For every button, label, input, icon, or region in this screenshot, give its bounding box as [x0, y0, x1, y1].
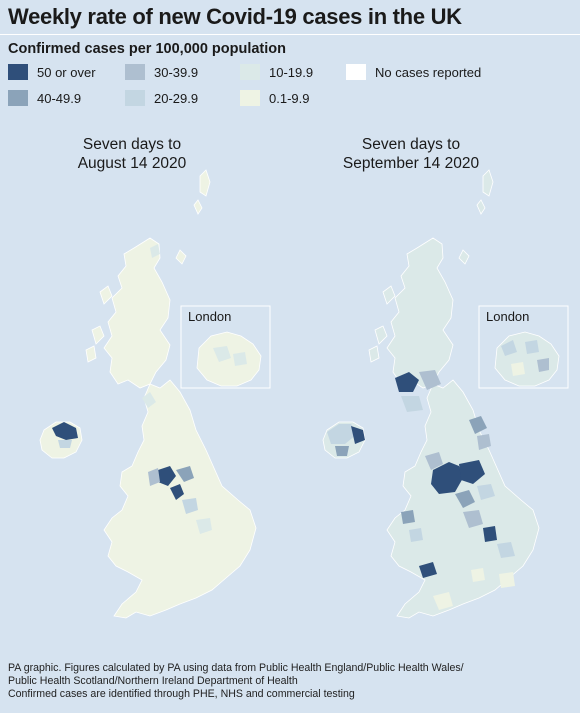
- legend-label: 50 or over: [37, 64, 96, 80]
- legend-swatch: [125, 90, 145, 106]
- region-ni-moderate: [327, 424, 357, 444]
- legend-label: 10-19.9: [269, 64, 314, 80]
- region-wales-moderate: [409, 528, 423, 542]
- london-inset-label-august: London: [188, 309, 232, 324]
- region-ne-moderate: [477, 434, 491, 450]
- footer-line: PA graphic. Figures calculated by PA usi…: [8, 662, 464, 674]
- region-ni-moderate: [58, 440, 72, 448]
- region-east-midlands: [477, 484, 495, 500]
- region-ni-high: [335, 446, 349, 456]
- london-inset-label-september: London: [486, 309, 530, 324]
- legend-label: 40-49.9: [37, 90, 82, 106]
- legend-label: 0.1-9.9: [269, 90, 310, 106]
- legend: 50 or over 40-49.9 30-39.9 20-29.9 10-19…: [8, 64, 568, 110]
- region-south-low: [471, 568, 485, 582]
- legend-item-50-plus: 50 or over: [8, 64, 96, 80]
- map-title-september: Seven days to September 14 2020: [301, 135, 521, 173]
- london-inset-frame: [478, 305, 569, 389]
- region-west-midlands: [463, 510, 483, 528]
- region-nw-hotspot: [158, 466, 176, 486]
- legend-swatch: [8, 90, 28, 106]
- legend-item-40-49: 40-49.9: [8, 90, 81, 106]
- map-title-date: August 14 2020: [77, 155, 187, 172]
- london-inset-map: [494, 331, 560, 387]
- legend-item-no-cases: No cases reported: [346, 64, 481, 80]
- region-yorks-hotspot: [459, 460, 485, 484]
- chart-title: Weekly rate of new Covid-19 cases in the…: [8, 4, 462, 29]
- legend-swatch: [240, 64, 260, 80]
- legend-title: Confirmed cases per 100,000 population: [8, 41, 287, 57]
- region-belfast-hotspot: [351, 426, 365, 444]
- legend-item-20-29: 20-29.9: [125, 90, 198, 106]
- region-nw-hotspot-2: [170, 484, 184, 500]
- region-lanarkshire: [401, 396, 423, 412]
- region-nw-hotspot: [431, 462, 463, 494]
- london-inset-frame: [180, 305, 271, 389]
- legend-label: No cases reported: [375, 64, 482, 80]
- region-nw-high: [148, 468, 160, 486]
- map-title-date: September 14 2020: [342, 155, 480, 172]
- region-wales-high: [401, 510, 415, 524]
- legend-swatch: [8, 64, 28, 80]
- region-glasgow-hotspot: [395, 372, 419, 392]
- region-scotland-low: [142, 392, 156, 408]
- legend-item-10-19: 10-19.9: [240, 64, 313, 80]
- region-east: [497, 542, 515, 558]
- region-south-wales-hotspot: [419, 562, 437, 578]
- legend-item-30-39: 30-39.9: [125, 64, 198, 80]
- map-title-line: Seven days to: [361, 136, 461, 153]
- legend-swatch: [346, 64, 366, 80]
- region-sw-low: [433, 592, 453, 610]
- region-se-low: [499, 572, 515, 588]
- legend-swatch: [240, 90, 260, 106]
- legend-swatch: [125, 64, 145, 80]
- region-midlands-low: [196, 518, 212, 534]
- uk-map-august: [39, 169, 271, 619]
- map-title-august: Seven days to August 14 2020: [22, 135, 242, 173]
- region-highlands-low: [150, 244, 160, 258]
- footer-line: Confirmed cases are identified through P…: [8, 688, 355, 700]
- region-central-belt: [419, 370, 441, 390]
- legend-item-0-9: 0.1-9.9: [240, 90, 309, 106]
- region-ni-hotspot: [52, 422, 78, 440]
- region-midlands-high: [455, 490, 475, 508]
- region-cumbria: [425, 452, 443, 470]
- legend-label: 20-29.9: [154, 90, 199, 106]
- map-title-line: Seven days to: [82, 136, 182, 153]
- region-ne-high: [469, 416, 487, 434]
- region-midlands-hotspot: [483, 526, 497, 542]
- title-divider: [0, 34, 580, 35]
- footer-credits: PA graphic. Figures calculated by PA usi…: [8, 662, 574, 701]
- london-inset-map: [196, 331, 262, 387]
- legend-label: 30-39.9: [154, 64, 199, 80]
- region-yorks-high: [176, 466, 194, 482]
- footer-line: Public Health Scotland/Northern Ireland …: [8, 675, 298, 687]
- region-midlands-moderate: [182, 498, 198, 514]
- uk-map-september: [322, 169, 569, 619]
